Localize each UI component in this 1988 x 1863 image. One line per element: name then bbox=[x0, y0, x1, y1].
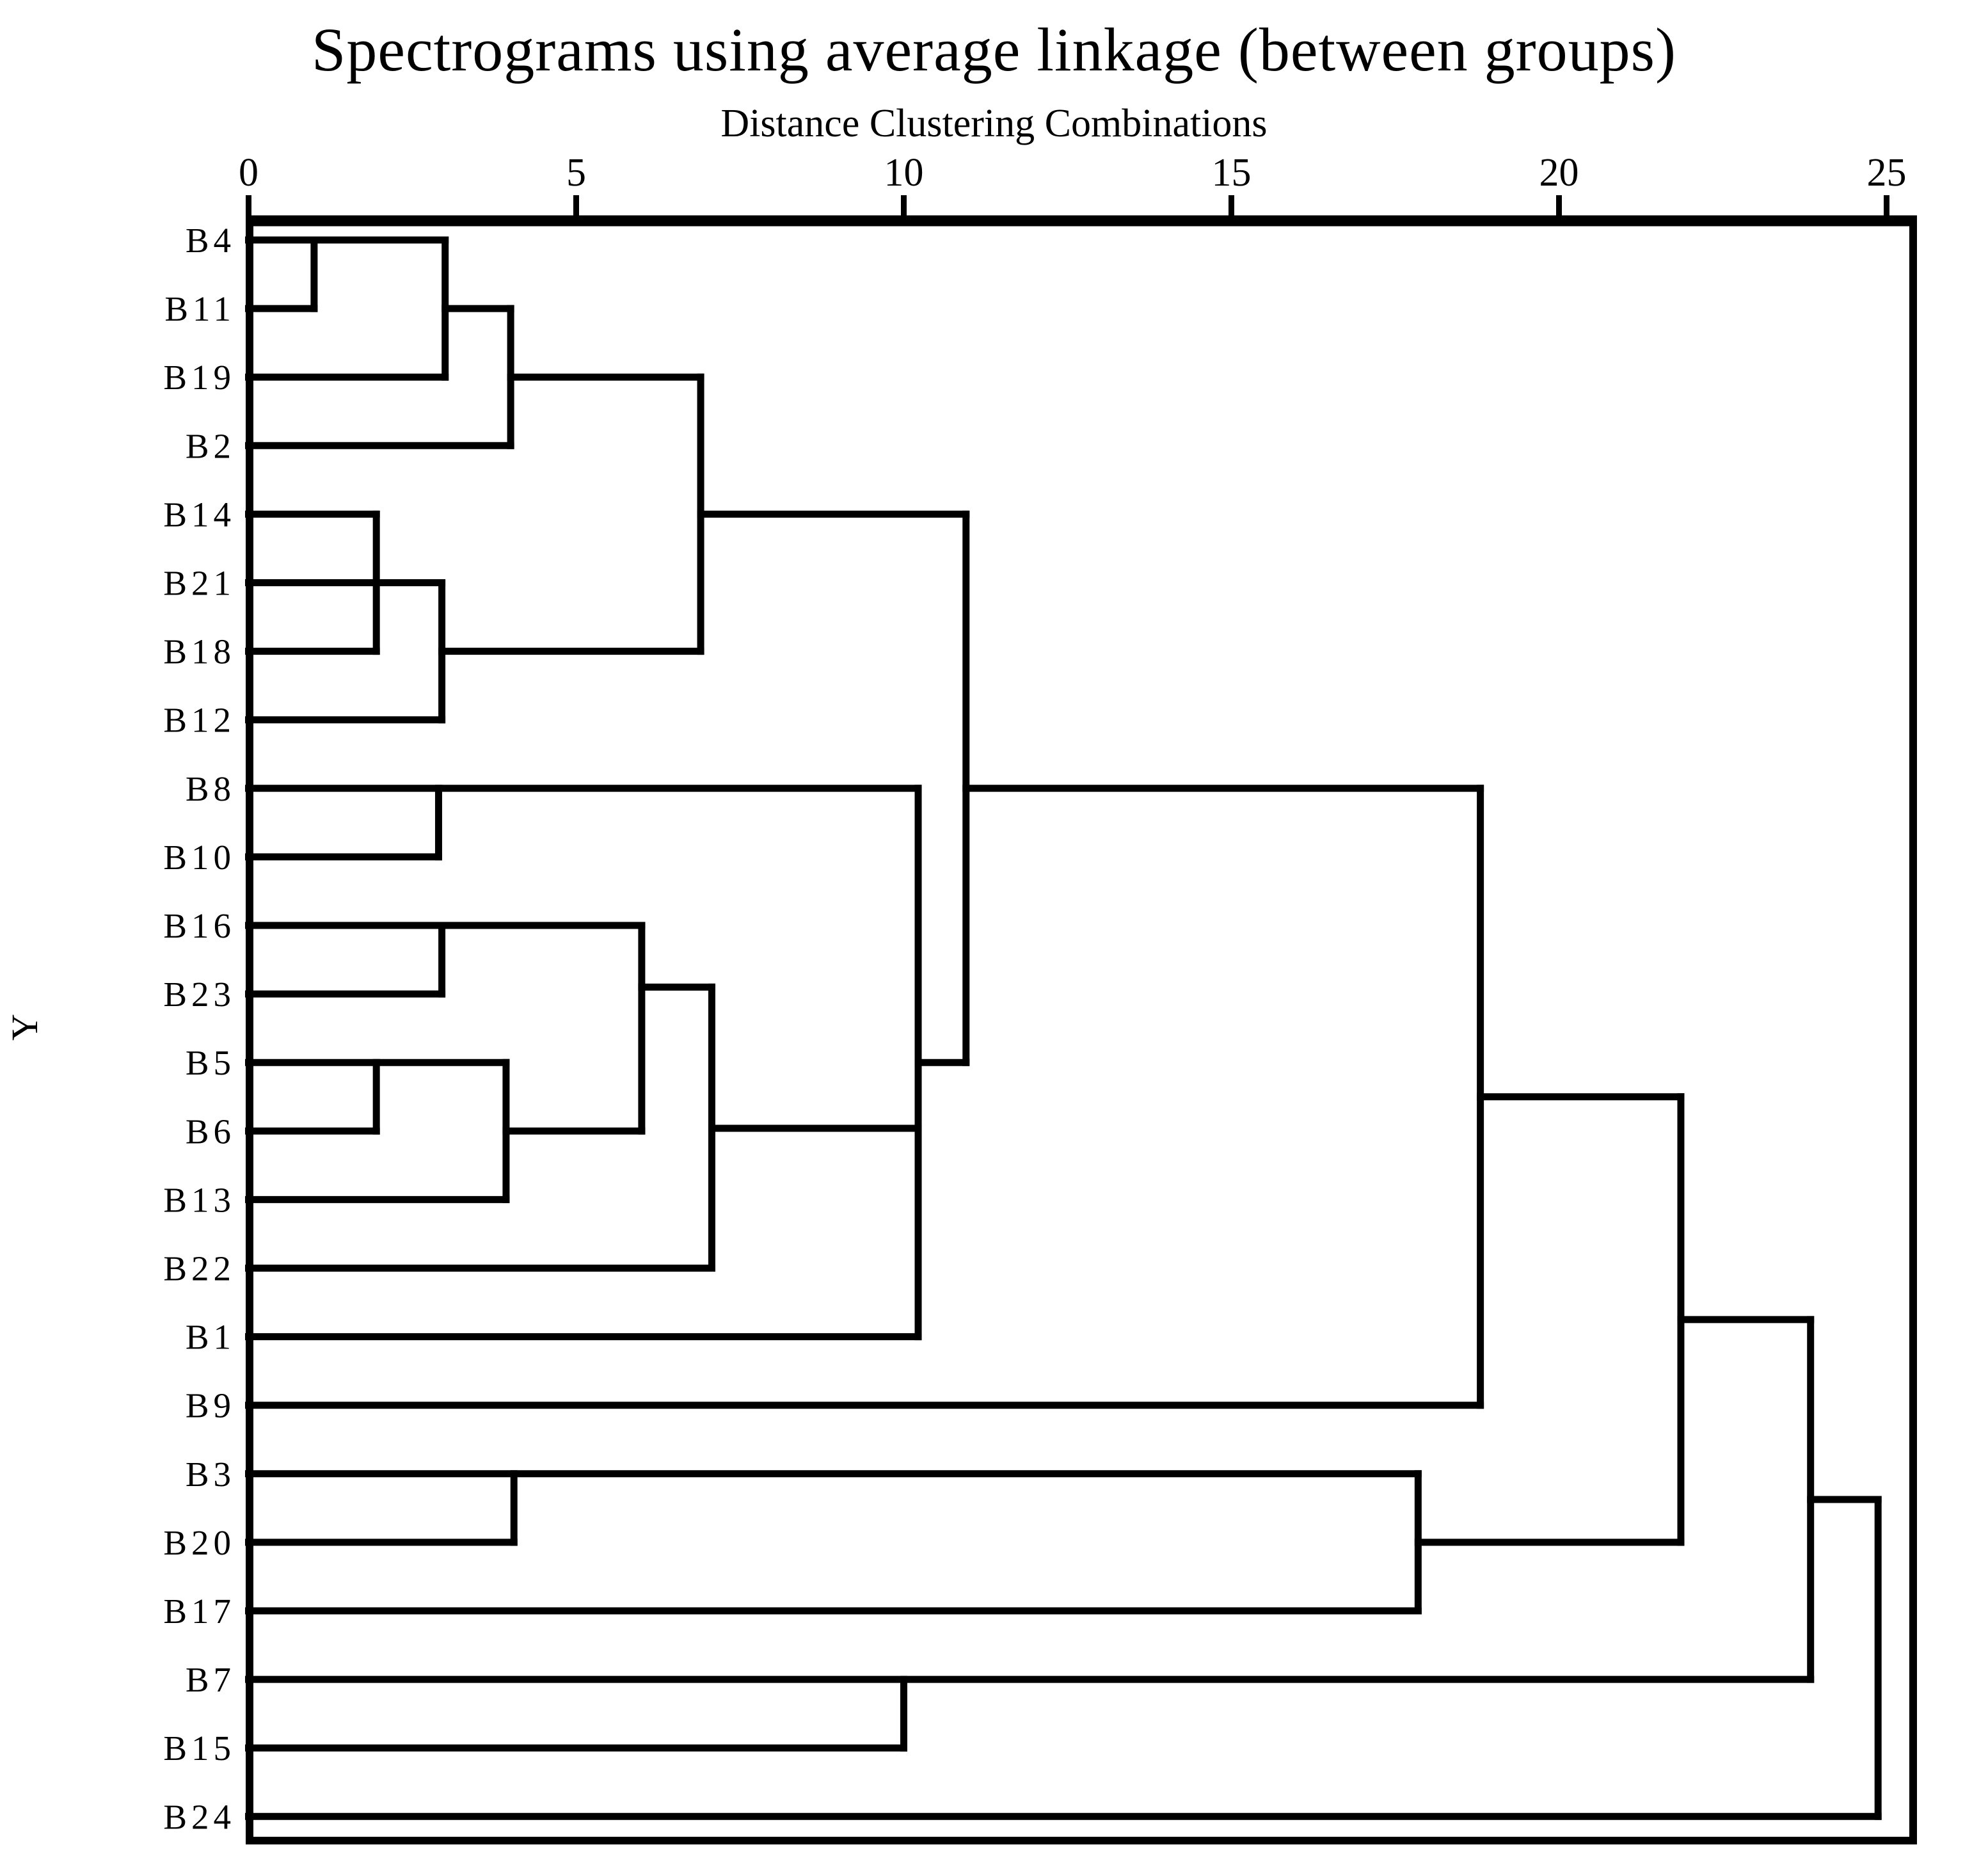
leaf-label: B11 bbox=[164, 289, 235, 328]
leaf-label: B15 bbox=[163, 1729, 235, 1768]
x-axis-tick-label: 0 bbox=[239, 151, 258, 195]
leaf-label: B14 bbox=[163, 495, 235, 534]
leaf-label: B23 bbox=[163, 975, 235, 1014]
leaf-label: B10 bbox=[163, 838, 235, 877]
x-axis-tick-label: 5 bbox=[566, 151, 586, 195]
x-axis-tick-label: 20 bbox=[1539, 151, 1579, 195]
leaf-label: B5 bbox=[186, 1043, 235, 1082]
leaf-label: B21 bbox=[163, 564, 235, 603]
x-axis-tick-label: 10 bbox=[884, 151, 924, 195]
leaf-label: B1 bbox=[186, 1318, 235, 1357]
leaf-label: B20 bbox=[163, 1523, 235, 1562]
x-axis-title: Distance Clustering Combinations bbox=[720, 102, 1268, 145]
leaf-label: B2 bbox=[186, 426, 235, 465]
leaf-label: B3 bbox=[186, 1455, 235, 1494]
plot-frame bbox=[246, 217, 1917, 1844]
leaf-label: B6 bbox=[186, 1112, 235, 1151]
leaf-label: B9 bbox=[186, 1386, 235, 1425]
leaf-label: B8 bbox=[186, 769, 235, 808]
leaf-label: B12 bbox=[163, 701, 235, 740]
leaf-label: B19 bbox=[163, 358, 235, 397]
leaf-label: B24 bbox=[163, 1797, 235, 1836]
leaf-label: B17 bbox=[163, 1592, 235, 1631]
leaf-label: B4 bbox=[186, 221, 235, 260]
leaf-label: B22 bbox=[163, 1249, 235, 1288]
leaf-label: B18 bbox=[163, 632, 235, 671]
leaf-label: B7 bbox=[186, 1660, 235, 1699]
leaf-label: B16 bbox=[163, 906, 235, 945]
page-title: Spectrograms using average linkage (betw… bbox=[312, 15, 1676, 84]
leaf-label: B13 bbox=[163, 1180, 235, 1219]
x-axis-tick-label: 15 bbox=[1212, 151, 1252, 195]
x-axis-tick-label: 25 bbox=[1867, 151, 1907, 195]
